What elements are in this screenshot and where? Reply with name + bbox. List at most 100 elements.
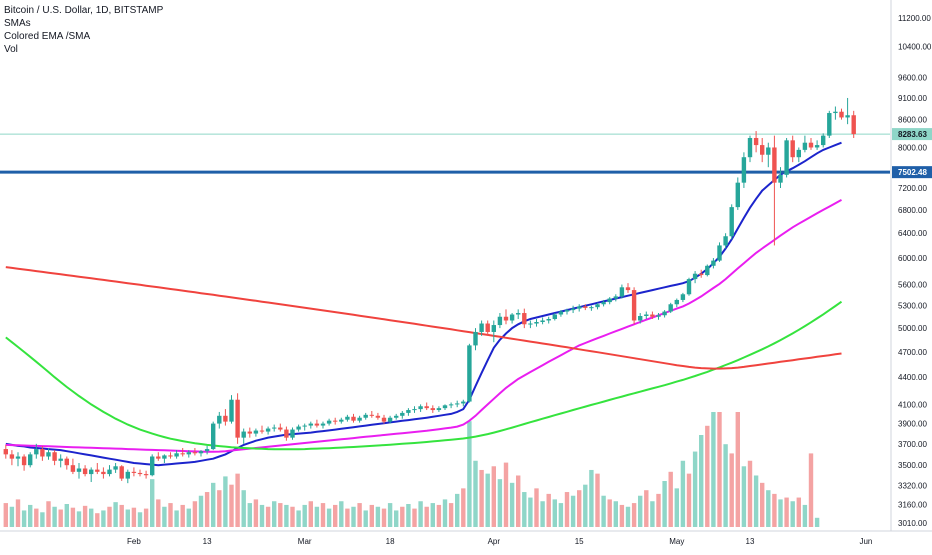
candle-body (241, 431, 246, 438)
volume-bar (168, 503, 173, 527)
candle (143, 470, 149, 479)
legend-study-vol[interactable]: Vol (4, 44, 18, 55)
volume-bar (40, 512, 45, 527)
volume-bar (363, 510, 368, 527)
candle (3, 444, 8, 459)
volume-bar (577, 490, 582, 527)
volume-bar (119, 504, 124, 527)
volume-bar (284, 504, 289, 527)
volume-bar (455, 493, 460, 527)
legend-symbol[interactable]: Bitcoin / U.S. Dollar, 1D, BITSTAMP (4, 5, 164, 16)
candle (814, 140, 820, 150)
candle-body (82, 468, 88, 475)
candle (613, 294, 618, 302)
candle-body (796, 149, 801, 158)
candle-body (339, 419, 344, 422)
candle-body (174, 453, 179, 457)
candle (296, 424, 301, 432)
volume-bar (662, 481, 667, 527)
support-price-label: 7502.48 (892, 166, 932, 179)
volume-bar (607, 499, 612, 527)
time-tick-label: Apr (488, 537, 501, 546)
candle-body (631, 290, 637, 321)
candle (174, 450, 179, 459)
candle-body (662, 311, 667, 316)
candle-body (839, 111, 844, 118)
candle-body (540, 320, 545, 323)
candle-body (394, 415, 399, 418)
candle (747, 135, 753, 163)
legend-study-smas[interactable]: SMAs (4, 18, 31, 29)
candle-body (766, 147, 771, 155)
volume-bar (107, 506, 112, 527)
volume-bar (381, 508, 387, 527)
legend: Bitcoin / U.S. Dollar, 1D, BITSTAMP SMAs… (4, 4, 163, 56)
candle-body (52, 452, 57, 461)
volume-bar (625, 506, 631, 527)
candle-body (717, 245, 722, 261)
volume-bar (369, 504, 374, 527)
volume-bar (186, 508, 191, 527)
volume-bar (150, 479, 155, 527)
candle (680, 292, 686, 303)
candle (723, 233, 728, 249)
volume-bar (814, 517, 820, 527)
candle (577, 304, 582, 312)
candle (412, 406, 417, 413)
candle-body (705, 265, 710, 276)
volume-bar (180, 504, 185, 527)
candle-body (528, 323, 533, 325)
candle (851, 110, 856, 138)
volume-bar (613, 501, 618, 527)
candle-body (162, 455, 167, 459)
volume-bar (375, 506, 381, 527)
candle (760, 137, 765, 163)
volume-bar (125, 509, 130, 527)
volume-bar (741, 466, 747, 527)
candle (442, 404, 448, 411)
time-tick-label: 15 (575, 537, 584, 546)
candle-body (802, 142, 808, 150)
candle-body (711, 260, 716, 266)
volume-bar (735, 412, 740, 527)
candle-body (418, 406, 423, 410)
volume-bar (589, 469, 594, 527)
candle (58, 454, 63, 468)
volume-bar (52, 506, 57, 527)
candle (186, 450, 191, 458)
candle (217, 411, 222, 429)
candle-body (333, 420, 338, 422)
candle-body (357, 417, 362, 421)
volume-bar (723, 444, 728, 527)
volume-bar (3, 503, 8, 527)
candle-body (753, 137, 759, 146)
candle-body (833, 111, 838, 114)
price-tick-label: 5600.00 (898, 281, 927, 290)
volume-bar (461, 488, 466, 527)
candle (619, 284, 625, 299)
volume-bar (790, 501, 795, 527)
candle (473, 328, 478, 351)
volume-bar (711, 412, 716, 527)
candle-body (613, 296, 618, 299)
candle (345, 414, 350, 422)
candle (326, 418, 332, 426)
volume-bar (89, 508, 94, 527)
candle (333, 417, 338, 425)
volume-bar (644, 490, 649, 527)
volume-bar (64, 504, 69, 527)
time-tick-label: Mar (298, 537, 312, 546)
candle-body (674, 299, 679, 305)
candle (28, 452, 33, 468)
candle (235, 393, 240, 444)
candle-body (699, 273, 704, 276)
volume-bar (650, 501, 655, 527)
candle-body (656, 315, 661, 317)
legend-study-colored-ema-sma[interactable]: Colored EMA /SMA (4, 31, 91, 42)
candle-body (198, 451, 204, 454)
candle-body (692, 273, 698, 280)
candle-body (131, 471, 137, 473)
candle-body (406, 410, 411, 413)
